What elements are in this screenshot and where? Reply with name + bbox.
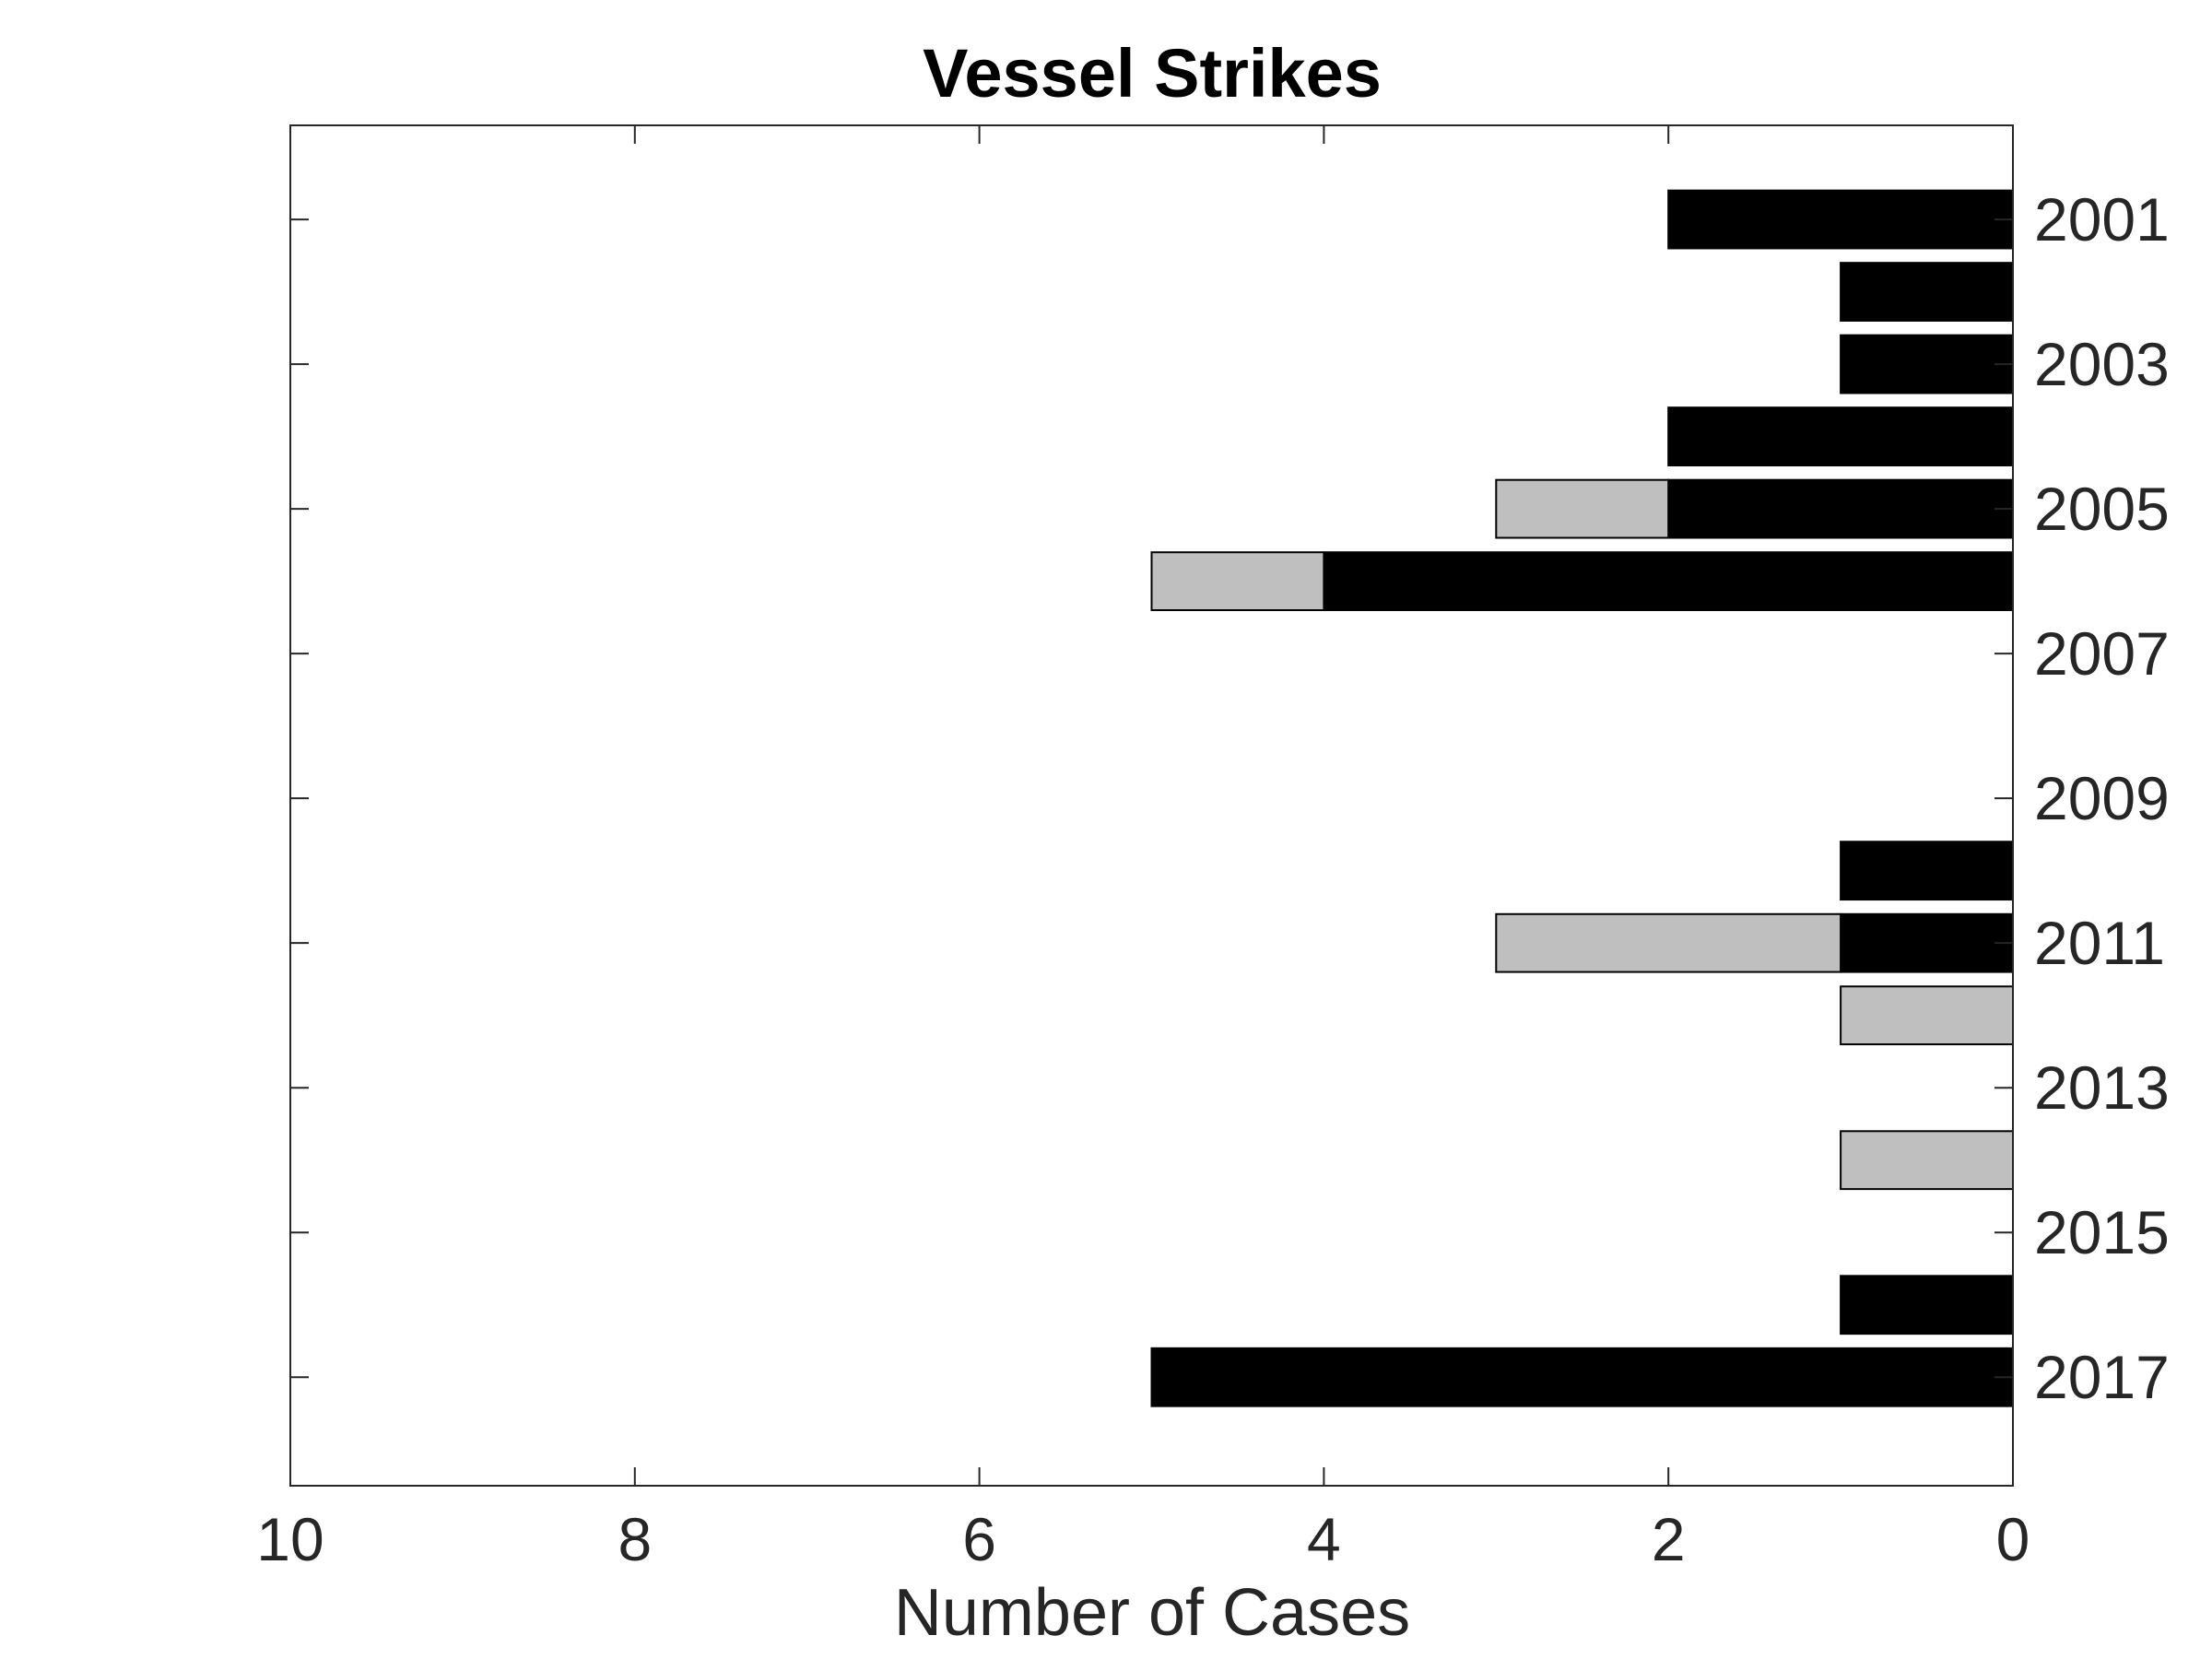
x-tick-label: 2 (1652, 1505, 1686, 1573)
bar-2011-series-2 (1495, 912, 1842, 973)
y-tick-label: 2007 (2034, 619, 2170, 688)
bar-2006-series-2 (1150, 551, 1325, 612)
bar-2006-series-1 (1323, 551, 2014, 612)
y-tick-label: 2009 (2034, 764, 2170, 832)
y-tick-label: 2017 (2034, 1343, 2170, 1411)
chart-title: Vessel Strikes (923, 35, 1382, 112)
bar-2014-series-2 (1840, 1130, 2014, 1191)
y-tick-label: 2001 (2034, 185, 2170, 253)
ticks-group: 0 2 4 6 8 10 2001 2003 2005 2007 2009 2011 2013 2015 2… (256, 125, 2170, 1573)
y-tick-label: 2015 (2034, 1198, 2170, 1266)
plot-area (290, 125, 2013, 1486)
plot-frame (289, 124, 2014, 1487)
x-tick-label: 8 (618, 1505, 652, 1573)
bar-2004-series-1 (1667, 406, 2014, 467)
x-tick-label: 4 (1307, 1505, 1341, 1573)
x-axis-label: Number of Cases (894, 1576, 1410, 1650)
x-tick-label: 0 (1996, 1505, 2030, 1573)
x-tick-label: 6 (962, 1505, 996, 1573)
y-tick-label: 2011 (2034, 909, 2165, 977)
bars-group (1150, 189, 2014, 1407)
y-tick-label: 2013 (2034, 1053, 2170, 1122)
bar-2001-series-1 (1667, 189, 2014, 250)
x-tick-label: 10 (256, 1505, 324, 1573)
bar-2010-series-1 (1840, 841, 2014, 901)
bar-2003-series-1 (1840, 334, 2014, 394)
bar-2011-series-1 (1840, 912, 2014, 973)
bar-2016-series-1 (1840, 1275, 2014, 1335)
bar-2002-series-1 (1840, 262, 2014, 322)
y-tick-label: 2003 (2034, 330, 2170, 398)
bar-2005-series-1 (1667, 478, 2014, 539)
bar-2005-series-2 (1495, 478, 1670, 539)
bar-2017-series-1 (1150, 1347, 2014, 1407)
bar-2012-series-2 (1840, 985, 2014, 1046)
y-tick-label: 2005 (2034, 475, 2170, 543)
